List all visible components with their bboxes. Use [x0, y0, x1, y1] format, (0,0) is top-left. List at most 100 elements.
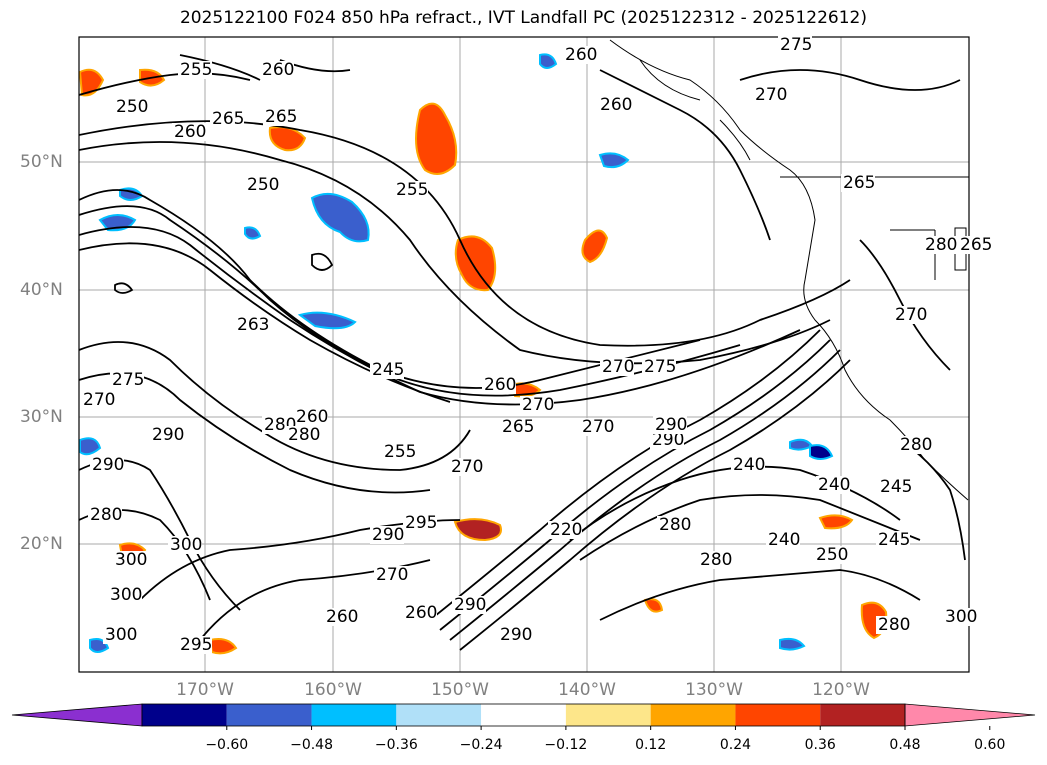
lon-label-150w: 150°W [431, 680, 489, 700]
chart-title: 2025122100 F024 850 hPa refract., IVT La… [179, 8, 867, 28]
contour-label-bg [394, 181, 428, 199]
contour-label-bg [548, 521, 582, 539]
contour-label: 270 [376, 565, 408, 585]
colorbar-tick-label: −0.60 [205, 737, 249, 753]
contour-label: 245 [878, 530, 910, 550]
contour-label-bg [235, 316, 269, 334]
colorbar-segment [735, 704, 821, 726]
contour-label: 295 [405, 513, 437, 533]
contour-label-bg [382, 443, 416, 461]
colorbar-tick-label: −0.36 [374, 737, 418, 753]
contour-label-bg [113, 551, 147, 569]
contour-label-bg [108, 586, 142, 604]
contour-label: 260 [326, 607, 358, 627]
contour-label-bg [172, 123, 206, 141]
colorbar-extend-high [904, 703, 1036, 727]
contour-label: 290 [152, 425, 184, 445]
contour-label-bg [370, 526, 404, 544]
contour-label-bg [90, 456, 124, 474]
contour-label-bg [878, 478, 912, 496]
contour-label-bg [657, 516, 691, 534]
contour-label-bg [452, 596, 486, 614]
lat-label-30n: 30°N [20, 407, 63, 427]
lon-label-170w: 170°W [176, 680, 234, 700]
contour-label-bg [114, 98, 148, 116]
contour-label: 270 [602, 357, 634, 377]
contour-label: 300 [105, 625, 137, 645]
contour-label-bg [653, 416, 687, 434]
contour-label-bg [958, 236, 992, 254]
contour-label-bg [482, 376, 516, 394]
colorbar-segment [820, 704, 905, 726]
contour-label-bg [816, 476, 850, 494]
colorbar-tick-label: 0.12 [635, 737, 667, 753]
contour-label: 260 [296, 407, 328, 427]
lon-label-120w: 120°W [812, 680, 870, 700]
contour-label: 300 [945, 607, 977, 627]
contour-label-bg [598, 96, 632, 114]
contour-label: 280 [288, 425, 320, 445]
contour-label-bg [210, 110, 244, 128]
contour-label: 260 [262, 60, 294, 80]
contour-lines [79, 54, 966, 651]
contour-label: 265 [843, 173, 875, 193]
contour-label-bg [449, 458, 483, 476]
map-frame-bg [79, 37, 969, 672]
contour-label-bg [778, 36, 812, 54]
shaded-blobs [79, 53, 888, 655]
lon-label-140w: 140°W [558, 680, 616, 700]
contour-label: 240 [733, 455, 765, 475]
contour-label: 290 [372, 525, 404, 545]
contour-label-bg [520, 396, 554, 414]
contour-label: 260 [405, 603, 437, 623]
contour-label-bg [403, 514, 437, 532]
contour-label: 265 [212, 109, 244, 129]
contour-label: 255 [396, 180, 428, 200]
contour-label-bg [324, 608, 358, 626]
contour-label: 250 [116, 97, 148, 117]
contour-label-bg [893, 306, 927, 324]
contour-label-bg [698, 551, 732, 569]
colorbar-segment [226, 704, 312, 726]
contour-label: 290 [655, 415, 687, 435]
colorbar-segment [650, 704, 736, 726]
colorbar [11, 703, 1036, 730]
contour-label: 295 [180, 635, 212, 655]
contour-label-bg [260, 61, 294, 79]
contour-label: 300 [115, 550, 147, 570]
colorbar-tick-label: −0.24 [459, 737, 503, 753]
contour-label: 280 [90, 505, 122, 525]
contour-label-bg [294, 408, 328, 426]
contour-label: 240 [818, 475, 850, 495]
colorbar-tick-label: 0.48 [889, 737, 921, 753]
contour-label: 275 [780, 35, 812, 55]
colorbar-segment [142, 704, 227, 726]
contour-label-bg [403, 604, 437, 622]
contour-label-bg [898, 436, 932, 454]
colorbar-tick-label: 0.36 [804, 737, 836, 753]
contour-label: 250 [247, 175, 279, 195]
map-frame [78, 36, 970, 673]
colorbar-tick-label: 0.60 [974, 737, 1006, 753]
contour-label: 270 [451, 457, 483, 477]
contour-label: 280 [878, 615, 910, 635]
contour-label-bg [81, 391, 115, 409]
contour-label-bg [876, 531, 910, 549]
contour-label-bg [753, 86, 787, 104]
contour-label-bg [88, 506, 122, 524]
contour-label-bg [923, 236, 957, 254]
contour-label-bg [731, 456, 765, 474]
contour-label-bg [374, 566, 408, 584]
contour-label: 270 [895, 305, 927, 325]
contour-label: 275 [112, 370, 144, 390]
contour-label: 265 [502, 417, 534, 437]
contour-label: 280 [925, 235, 957, 255]
contour-label: 260 [600, 95, 632, 115]
contour-label-bg [650, 431, 684, 449]
lat-label-50n: 50°N [20, 152, 63, 172]
colorbar-tick-label: 0.24 [719, 737, 752, 753]
contour-label-bg [370, 361, 404, 379]
colorbar-segment [565, 704, 651, 726]
contour-label: 300 [170, 535, 202, 555]
